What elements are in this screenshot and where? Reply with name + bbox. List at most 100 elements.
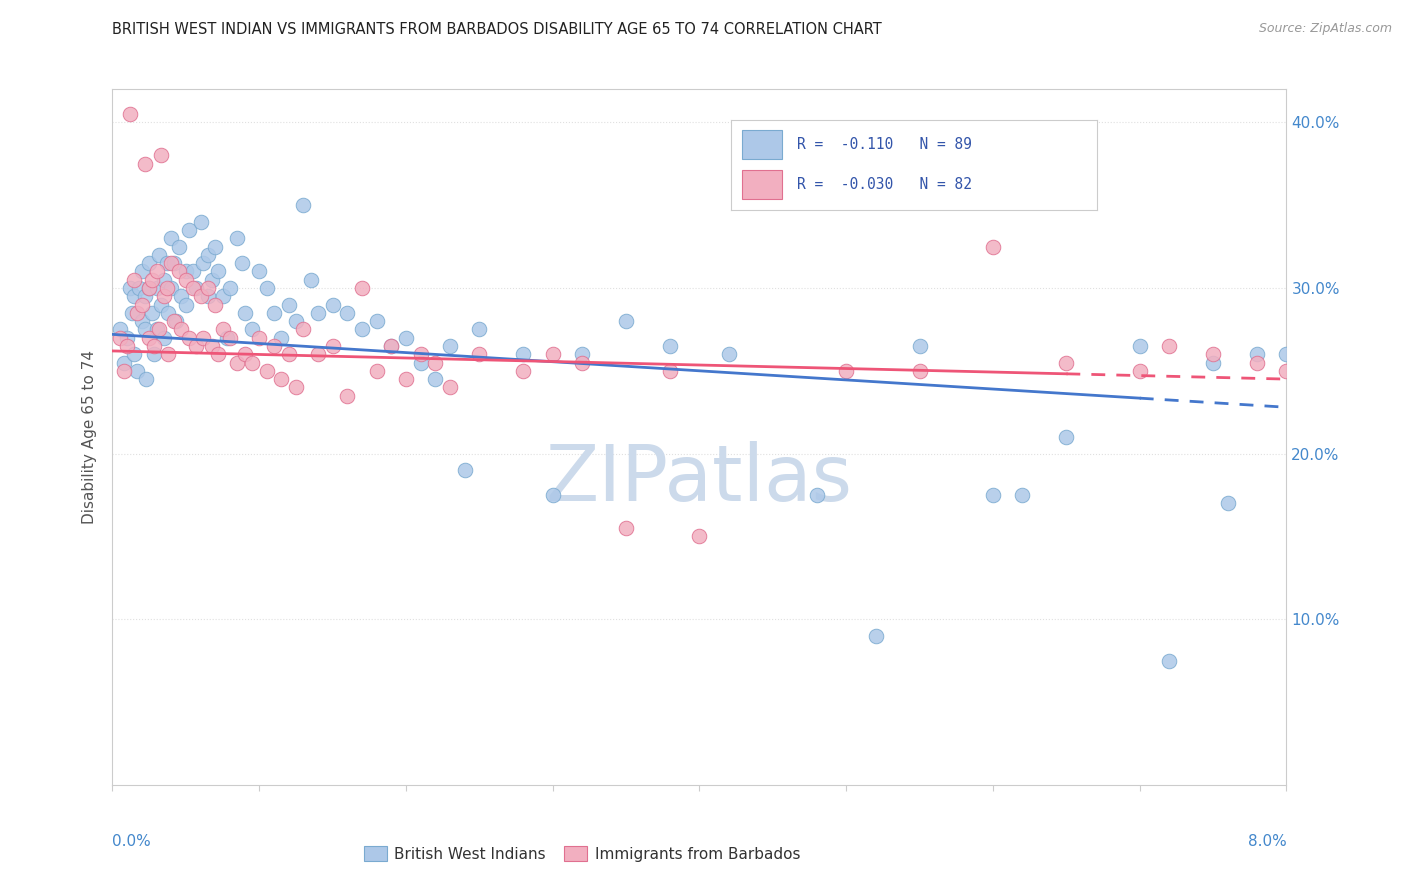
Point (336, 389, 359, 403)
Point (204, 297, 226, 311)
Text: R =  -0.110   N = 89: R = -0.110 N = 89 (797, 137, 972, 152)
Point (112, 355, 135, 369)
Point (1246, 347, 1268, 361)
Text: ZIPatlas: ZIPatlas (546, 441, 853, 516)
Point (1159, 339, 1181, 353)
Point (717, 347, 740, 361)
Point (908, 339, 931, 353)
Point (218, 331, 242, 345)
Point (1054, 430, 1077, 444)
Point (121, 306, 143, 320)
Point (256, 281, 278, 295)
Point (865, 629, 887, 643)
Point (409, 355, 432, 369)
Point (149, 297, 172, 311)
Point (115, 331, 138, 345)
Point (1202, 347, 1225, 361)
Point (184, 339, 207, 353)
Point (157, 306, 180, 320)
Point (1054, 355, 1077, 369)
Point (233, 347, 256, 361)
Point (190, 215, 212, 229)
Point (120, 281, 142, 295)
Point (263, 339, 285, 353)
Point (299, 273, 322, 287)
Point (541, 347, 564, 361)
Point (806, 488, 828, 502)
Point (207, 347, 229, 361)
Text: R =  -0.030   N = 82: R = -0.030 N = 82 (797, 178, 972, 192)
Point (193, 331, 215, 345)
Point (134, 322, 156, 336)
Point (1275, 364, 1298, 378)
Point (170, 289, 193, 303)
Point (284, 314, 307, 328)
Point (468, 322, 491, 336)
Point (127, 306, 149, 320)
Point (156, 256, 179, 270)
Point (127, 364, 149, 378)
Point (380, 339, 402, 353)
Point (207, 264, 229, 278)
Point (145, 322, 167, 336)
Point (145, 264, 167, 278)
Point (1011, 488, 1033, 502)
Point (148, 322, 170, 336)
Point (142, 347, 165, 361)
Point (425, 372, 447, 386)
Point (165, 314, 187, 328)
Point (981, 488, 1004, 502)
Point (659, 339, 682, 353)
Point (1202, 355, 1225, 369)
Point (614, 314, 637, 328)
Point (124, 347, 146, 361)
Point (439, 380, 461, 394)
Point (120, 107, 142, 121)
Point (131, 297, 153, 311)
Point (659, 364, 682, 378)
Point (112, 364, 135, 378)
Point (201, 339, 224, 353)
Point (1275, 347, 1298, 361)
Point (138, 281, 160, 295)
Point (153, 331, 176, 345)
Point (468, 347, 491, 361)
Point (366, 364, 388, 378)
Point (247, 331, 270, 345)
Point (160, 281, 183, 295)
Point (124, 273, 146, 287)
Point (512, 347, 534, 361)
Point (226, 355, 249, 369)
Point (336, 306, 359, 320)
Point (134, 289, 156, 303)
Point (395, 331, 418, 345)
Point (409, 347, 432, 361)
Point (292, 198, 315, 212)
Point (1159, 654, 1181, 668)
Point (218, 281, 242, 295)
Point (263, 306, 285, 320)
Point (270, 372, 292, 386)
Point (145, 281, 167, 295)
Point (307, 306, 329, 320)
Point (177, 331, 200, 345)
Point (215, 331, 238, 345)
Point (233, 306, 256, 320)
Point (322, 339, 344, 353)
Point (181, 281, 204, 295)
Point (835, 364, 858, 378)
Point (571, 347, 593, 361)
Point (277, 347, 299, 361)
Point (256, 364, 278, 378)
Point (174, 264, 197, 278)
Point (108, 331, 131, 345)
Point (240, 322, 263, 336)
Point (177, 223, 200, 237)
Point (614, 521, 637, 535)
Point (1129, 339, 1152, 353)
Point (512, 364, 534, 378)
Point (160, 231, 183, 245)
Point (184, 281, 207, 295)
Point (380, 339, 402, 353)
Point (153, 273, 176, 287)
